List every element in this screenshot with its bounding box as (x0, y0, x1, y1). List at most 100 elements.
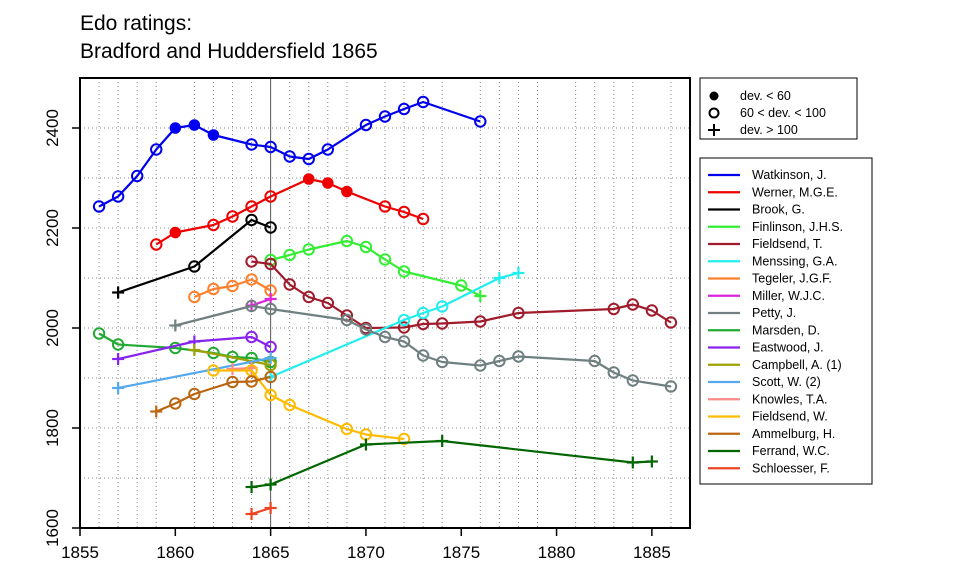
series-line (213, 369, 405, 441)
data-point-open (588, 354, 601, 368)
data-point-open (92, 200, 106, 213)
legend-item-scott-w-2: Scott, W. (2) (708, 375, 821, 389)
legend-label: Tegeler, J.G.F. (752, 272, 832, 286)
legend-label: Schloesser, F. (752, 461, 830, 475)
data-point-filled (188, 119, 201, 131)
legend-label: Miller, W.J.C. (752, 289, 825, 303)
data-point-plus (112, 382, 125, 394)
data-point-open (493, 354, 506, 368)
marker-legend-label: dev. < 60 (740, 89, 791, 103)
series-campbell-a-1 (188, 344, 277, 372)
legend-label: Ammelburg, H. (752, 427, 835, 441)
data-point-plus (169, 319, 182, 332)
legend-item-marsden-d: Marsden, D. (708, 323, 820, 337)
data-point-open (435, 355, 449, 369)
data-point-plus (359, 438, 372, 451)
marker-plus-icon (708, 124, 720, 136)
data-point-open (245, 273, 258, 286)
series-line (251, 439, 652, 489)
legend-item-werner-m-g-e: Werner, M.G.E. (708, 185, 838, 199)
data-point-open (321, 143, 335, 156)
data-point-open (207, 364, 220, 377)
series-fieldsend-w (207, 364, 411, 446)
x-tick-label: 1885 (633, 543, 671, 562)
data-point-plus (264, 502, 277, 514)
data-point-open (512, 306, 525, 320)
data-point-plus (245, 508, 258, 520)
data-point-open (283, 248, 296, 262)
series-line (194, 348, 271, 367)
data-point-open (264, 302, 277, 316)
data-point-open (226, 279, 239, 293)
legend-item-finlinson-j-h-s: Finlinson, J.H.S. (708, 220, 843, 234)
data-point-open (474, 359, 487, 372)
data-point-open (207, 218, 220, 232)
marker-legend-label: dev. > 100 (740, 123, 798, 137)
data-point-open (397, 265, 411, 278)
marker-legend: dev. < 60 60 < dev. < 100 dev. > 100 (699, 77, 858, 140)
data-point-open (226, 210, 239, 223)
series-legend: Watkinson, J. Werner, M.G.E. Brook, G. Finl… (699, 157, 873, 485)
legend-label: Ferrand, W.C. (752, 444, 830, 458)
data-point-open (264, 140, 277, 154)
data-point-open (150, 238, 163, 251)
series-line (117, 335, 272, 361)
data-point-open (264, 370, 277, 384)
legend-label: Finlinson, J.H.S. (752, 220, 843, 234)
data-point-open (188, 260, 201, 273)
data-point-open (283, 150, 296, 163)
data-point-open (397, 102, 411, 116)
series-legend-box (699, 157, 873, 485)
legend-item-fieldsend-t: Fieldsend, T. (708, 237, 823, 251)
y-tick-label: 2000 (43, 309, 62, 347)
data-point-open (283, 398, 296, 412)
legend-label: Petty, J. (752, 306, 796, 320)
data-point-open (92, 327, 106, 340)
data-point-open (150, 143, 163, 156)
data-point-open (302, 152, 315, 166)
series-fieldsend-t (245, 255, 678, 335)
legend-item-miller-w-j-c: Miller, W.J.C. (708, 289, 825, 303)
series-line (193, 278, 272, 299)
data-point-open (378, 253, 392, 266)
data-point-open (435, 300, 449, 313)
data-point-open (664, 380, 678, 393)
data-point-plus (493, 272, 506, 284)
series-line (155, 177, 424, 246)
data-point-open (626, 374, 640, 387)
data-point-open (359, 118, 373, 132)
data-point-filled (207, 129, 220, 141)
series-scott-w-2 (112, 352, 277, 394)
data-point-open (283, 278, 296, 291)
axes: 1855 1860 1865 1870 1875 1880 1885 1600 1800 2000… (43, 109, 671, 562)
series-petty-j (169, 299, 678, 393)
data-point-open (607, 366, 620, 379)
legend-label: Scott, W. (2) (752, 375, 821, 389)
data-point-open (435, 317, 449, 330)
y-tick-label: 2400 (43, 109, 62, 147)
series-line (117, 218, 272, 294)
data-point-open (645, 304, 659, 317)
data-point-open (397, 321, 411, 334)
data-point-open (302, 243, 315, 256)
data-point-open (264, 221, 277, 234)
series-menssing-g-a (264, 267, 525, 383)
data-point-open (340, 234, 354, 248)
data-point-open (130, 169, 144, 183)
data-point-open (397, 432, 411, 446)
data-point-open (169, 397, 182, 410)
series-ammelburg-h (150, 370, 277, 418)
data-point-plus (264, 352, 277, 364)
series-line (270, 239, 481, 297)
data-point-filled (303, 173, 315, 185)
series-tegeler-j-g-f (188, 273, 277, 304)
data-point-open (626, 298, 640, 311)
data-point-plus (226, 363, 239, 375)
legend-label: Menssing, G.A. (752, 254, 837, 268)
legend-label: Watkinson, J. (752, 168, 827, 182)
data-point-plus (626, 456, 639, 469)
data-point-open (245, 330, 258, 344)
data-point-open (664, 316, 678, 329)
series-werner-m-g-e (150, 173, 430, 251)
